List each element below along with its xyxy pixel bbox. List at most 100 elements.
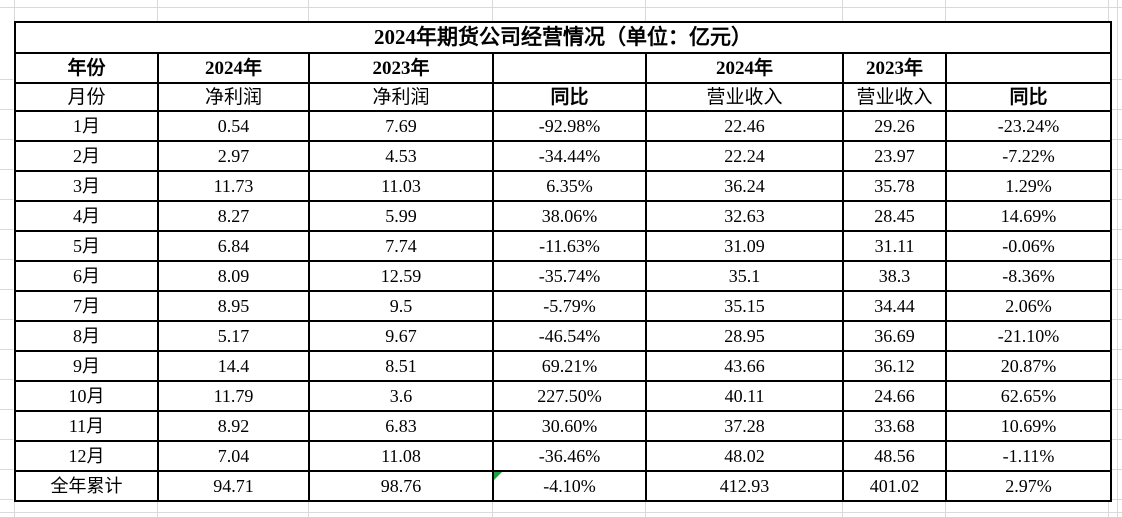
cell-revenue-yoy[interactable]: -23.24% bbox=[944, 110, 1113, 142]
cell-revenue-2024[interactable]: 43.66 bbox=[645, 350, 844, 382]
cell-net-profit-2024[interactable]: 11.79 bbox=[157, 380, 310, 412]
cell-net-profit-2023[interactable]: 7.69 bbox=[308, 110, 494, 142]
cell-revenue-2024[interactable]: 40.11 bbox=[645, 380, 844, 412]
cell-net-profit-yoy[interactable]: -92.98% bbox=[492, 110, 647, 142]
cell-month[interactable]: 5月 bbox=[14, 230, 159, 262]
cell-revenue-2023[interactable]: 29.26 bbox=[842, 110, 947, 142]
cell-net-profit-yoy[interactable]: 69.21% bbox=[492, 350, 647, 382]
header-month-label[interactable]: 月份 bbox=[14, 82, 159, 112]
cell-revenue-yoy[interactable]: -7.22% bbox=[944, 140, 1113, 172]
header-rev-yoy-blank[interactable] bbox=[944, 52, 1113, 84]
cell-net-profit-2023[interactable]: 5.99 bbox=[308, 200, 494, 232]
cell-revenue-2023[interactable]: 33.68 bbox=[842, 410, 947, 442]
cell-net-profit-2023[interactable]: 7.74 bbox=[308, 230, 494, 262]
header-year-label[interactable]: 年份 bbox=[14, 52, 159, 84]
cell-revenue-2023[interactable]: 36.69 bbox=[842, 320, 947, 352]
cell-month[interactable]: 6月 bbox=[14, 260, 159, 292]
cell-revenue-2024[interactable]: 412.93 bbox=[645, 470, 844, 502]
table-title[interactable]: 2024年期货公司经营情况（单位：亿元） bbox=[13, 21, 1113, 54]
cell-revenue-2024[interactable]: 28.95 bbox=[645, 320, 844, 352]
cell-revenue-yoy[interactable]: -8.36% bbox=[944, 260, 1113, 292]
cell-month[interactable]: 8月 bbox=[14, 320, 159, 352]
cell-month[interactable]: 3月 bbox=[14, 170, 159, 202]
cell-revenue-2023[interactable]: 35.78 bbox=[842, 170, 947, 202]
cell-revenue-2024[interactable]: 35.15 bbox=[645, 290, 844, 322]
header-np-2023-year[interactable]: 2023年 bbox=[308, 52, 494, 84]
cell-net-profit-yoy[interactable]: 30.60% bbox=[492, 410, 647, 442]
cell-net-profit-yoy[interactable]: 6.35% bbox=[492, 170, 647, 202]
header-rev-2024-year[interactable]: 2024年 bbox=[645, 52, 844, 84]
cell-month[interactable]: 9月 bbox=[14, 350, 159, 382]
cell-revenue-2024[interactable]: 37.28 bbox=[645, 410, 844, 442]
cell-revenue-2024[interactable]: 32.63 bbox=[645, 200, 844, 232]
cell-revenue-yoy[interactable]: 62.65% bbox=[944, 380, 1113, 412]
cell-revenue-2023[interactable]: 31.11 bbox=[842, 230, 947, 262]
cell-net-profit-2024[interactable]: 94.71 bbox=[157, 470, 310, 502]
header-revenue-yoy[interactable]: 同比 bbox=[944, 82, 1113, 112]
cell-revenue-2023[interactable]: 38.3 bbox=[842, 260, 947, 292]
cell-month[interactable]: 4月 bbox=[14, 200, 159, 232]
cell-net-profit-2024[interactable]: 2.97 bbox=[157, 140, 310, 172]
cell-month[interactable]: 12月 bbox=[14, 440, 159, 472]
cell-revenue-2023[interactable]: 401.02 bbox=[842, 470, 947, 502]
cell-net-profit-2024[interactable]: 6.84 bbox=[157, 230, 310, 262]
cell-revenue-yoy[interactable]: -0.06% bbox=[944, 230, 1113, 262]
header-np-2024-year[interactable]: 2024年 bbox=[157, 52, 310, 84]
cell-net-profit-2023[interactable]: 6.83 bbox=[308, 410, 494, 442]
cell-net-profit-2024[interactable]: 5.17 bbox=[157, 320, 310, 352]
cell-net-profit-2023[interactable]: 3.6 bbox=[308, 380, 494, 412]
cell-revenue-2024[interactable]: 31.09 bbox=[645, 230, 844, 262]
cell-net-profit-yoy[interactable]: -34.44% bbox=[492, 140, 647, 172]
cell-net-profit-2023[interactable]: 11.08 bbox=[308, 440, 494, 472]
cell-revenue-2023[interactable]: 28.45 bbox=[842, 200, 947, 232]
cell-net-profit-2024[interactable]: 8.92 bbox=[157, 410, 310, 442]
header-revenue-2023[interactable]: 营业收入 bbox=[842, 82, 947, 112]
cell-month[interactable]: 全年累计 bbox=[14, 470, 159, 502]
cell-revenue-2024[interactable]: 35.1 bbox=[645, 260, 844, 292]
cell-month[interactable]: 7月 bbox=[14, 290, 159, 322]
cell-revenue-yoy[interactable]: 20.87% bbox=[944, 350, 1113, 382]
cell-revenue-2023[interactable]: 36.12 bbox=[842, 350, 947, 382]
cell-revenue-yoy[interactable]: 10.69% bbox=[944, 410, 1113, 442]
cell-net-profit-yoy[interactable]: -36.46% bbox=[492, 440, 647, 472]
cell-revenue-2024[interactable]: 22.46 bbox=[645, 110, 844, 142]
cell-revenue-2023[interactable]: 34.44 bbox=[842, 290, 947, 322]
header-rev-2023-year[interactable]: 2023年 bbox=[842, 52, 947, 84]
header-np-yoy-blank[interactable] bbox=[492, 52, 647, 84]
cell-net-profit-yoy[interactable]: 38.06% bbox=[492, 200, 647, 232]
cell-revenue-yoy[interactable]: 2.06% bbox=[944, 290, 1113, 322]
cell-revenue-2024[interactable]: 22.24 bbox=[645, 140, 844, 172]
cell-revenue-yoy[interactable]: 1.29% bbox=[944, 170, 1113, 202]
cell-net-profit-2024[interactable]: 0.54 bbox=[157, 110, 310, 142]
cell-revenue-2024[interactable]: 36.24 bbox=[645, 170, 844, 202]
cell-net-profit-yoy[interactable]: -5.79% bbox=[492, 290, 647, 322]
cell-net-profit-2024[interactable]: 11.73 bbox=[157, 170, 310, 202]
cell-net-profit-2023[interactable]: 98.76 bbox=[308, 470, 494, 502]
header-net-profit-2024[interactable]: 净利润 bbox=[157, 82, 310, 112]
cell-net-profit-2023[interactable]: 9.5 bbox=[308, 290, 494, 322]
cell-month[interactable]: 2月 bbox=[14, 140, 159, 172]
cell-net-profit-2023[interactable]: 9.67 bbox=[308, 320, 494, 352]
cell-net-profit-2024[interactable]: 8.95 bbox=[157, 290, 310, 322]
cell-month[interactable]: 1月 bbox=[14, 110, 159, 142]
cell-revenue-yoy[interactable]: 2.97% bbox=[944, 470, 1113, 502]
cell-net-profit-2024[interactable]: 8.27 bbox=[157, 200, 310, 232]
header-net-profit-2023[interactable]: 净利润 bbox=[308, 82, 494, 112]
cell-revenue-yoy[interactable]: -1.11% bbox=[944, 440, 1113, 472]
cell-net-profit-2023[interactable]: 4.53 bbox=[308, 140, 494, 172]
header-net-profit-yoy[interactable]: 同比 bbox=[492, 82, 647, 112]
cell-net-profit-2024[interactable]: 8.09 bbox=[157, 260, 310, 292]
cell-revenue-2024[interactable]: 48.02 bbox=[645, 440, 844, 472]
cell-net-profit-2023[interactable]: 12.59 bbox=[308, 260, 494, 292]
cell-net-profit-2024[interactable]: 14.4 bbox=[157, 350, 310, 382]
cell-net-profit-2024[interactable]: 7.04 bbox=[157, 440, 310, 472]
cell-net-profit-yoy[interactable]: -11.63% bbox=[492, 230, 647, 262]
cell-net-profit-yoy[interactable]: 227.50% bbox=[492, 380, 647, 412]
cell-month[interactable]: 11月 bbox=[14, 410, 159, 442]
cell-revenue-2023[interactable]: 48.56 bbox=[842, 440, 947, 472]
cell-net-profit-yoy[interactable]: -46.54% bbox=[492, 320, 647, 352]
cell-revenue-yoy[interactable]: -21.10% bbox=[944, 320, 1113, 352]
header-revenue-2024[interactable]: 营业收入 bbox=[645, 82, 844, 112]
cell-month[interactable]: 10月 bbox=[14, 380, 159, 412]
cell-revenue-yoy[interactable]: 14.69% bbox=[944, 200, 1113, 232]
